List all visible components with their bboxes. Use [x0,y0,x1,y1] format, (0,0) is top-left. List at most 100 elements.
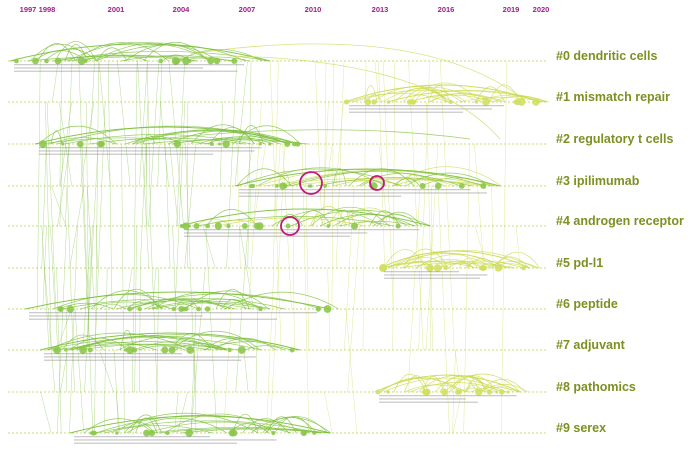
cluster-node-2-10 [39,140,47,148]
cluster-arc-0-9 [74,42,169,62]
cluster-node-labels-9-2 [74,442,238,444]
cluster-arc-0-19 [143,41,209,62]
cross-link-135 [335,101,344,187]
cluster-node-7-12 [289,347,295,353]
cluster-arc-0-3 [37,43,76,62]
cluster-node-1-9 [406,99,413,105]
cross-link-77 [89,60,95,145]
cross-link-0 [139,101,149,269]
cluster-node-8-11 [475,388,483,396]
cluster-label-9[interactable]: #9 serex [556,421,607,435]
year-label-2004: 2004 [172,5,190,14]
cross-link-22 [94,60,99,434]
cluster-arc-6-6 [52,294,199,310]
cross-link-111 [331,60,334,310]
cluster-label-2[interactable]: #2 regulatory t cells [556,132,674,146]
cluster-arc-3-9 [278,170,291,187]
cluster-arc-5-20 [415,259,482,269]
cluster-arc-8-20 [404,384,468,393]
cluster-label-4[interactable]: #4 androgen receptor [556,214,684,228]
cluster-arc-8-21 [383,377,507,393]
cluster-node-4-2 [193,222,200,230]
cross-link-107 [463,143,470,434]
cluster-arc-2-7 [209,127,255,145]
long-link-c [149,129,471,141]
cluster-node-2-8 [284,141,291,147]
cross-link-132 [454,349,461,393]
cross-link-103 [314,60,323,227]
cluster-node-9-9 [115,431,119,435]
cluster-arc-6-4 [126,298,285,310]
cross-link-140 [382,60,394,310]
cross-link-98 [305,143,310,351]
cluster-arc-7-2 [80,344,211,351]
cross-link-16 [134,225,137,393]
cluster-node-labels-4-1 [184,232,368,234]
cluster-node-7-2 [227,347,232,353]
cluster-node-6-9 [184,306,189,312]
cross-link-95 [322,101,329,227]
cluster-arc-2-18 [198,136,274,145]
cluster-arc-5-16 [380,261,478,269]
cluster-node-labels-3-1 [239,192,487,194]
cluster-node-8-6 [499,389,505,395]
cluster-node-1-13 [371,99,377,105]
cross-link-54 [103,267,108,434]
cluster-node-6-6 [204,306,211,312]
cluster-label-1[interactable]: #1 mismatch repair [556,90,670,104]
cluster-node-7-0 [126,346,134,354]
cluster-arc-9-20 [111,412,259,434]
cluster-label-6[interactable]: #6 peptide [556,297,618,311]
cluster-node-labels-5-2 [384,277,480,279]
cross-link-10 [117,60,131,187]
cluster-node-1-11 [343,99,350,105]
cluster-node-9-11 [230,429,238,437]
cluster-label-8[interactable]: #8 pathomics [556,380,636,394]
year-label-2013: 2013 [371,5,389,14]
cross-link-131 [474,143,485,269]
cross-link-63 [82,225,92,351]
cluster-node-5-5 [481,265,488,271]
cluster-node-7-5 [123,348,128,352]
cluster-arc-5-0 [404,256,447,269]
cluster-node-8-8 [386,390,390,394]
cluster-node-6-10 [171,306,176,312]
cluster-arc-1-15 [382,86,479,103]
cluster-node-6-12 [57,306,64,312]
cluster-node-3-7 [275,184,279,188]
cluster-arc-4-9 [276,214,304,227]
cluster-label-3[interactable]: #3 ipilimumab [556,174,640,188]
cluster-node-0-11 [173,57,181,65]
cluster-arc-3-10 [405,172,493,187]
cluster-label-5[interactable]: #5 pd-l1 [556,256,604,270]
cross-link-2 [169,143,179,227]
cluster-arc-0-18 [96,47,128,62]
cluster-node-4-12 [179,224,184,228]
cluster-node-4-4 [182,222,190,230]
cluster-arc-9-7 [146,421,292,434]
cluster-node-7-13 [87,347,93,353]
cluster-node-2-7 [295,141,301,147]
cluster-node-0-13 [187,59,192,63]
cross-link-72 [67,185,75,393]
cross-link-40 [156,267,160,434]
cluster-arc-3-8 [286,179,498,187]
cross-link-17 [86,143,99,351]
cross-link-39 [42,225,47,310]
cross-link-91 [80,101,95,187]
cluster-node-labels-2-1 [39,150,255,152]
cluster-arc-2-21 [142,134,156,145]
cluster-node-0-0 [213,57,221,65]
cluster-node-4-8 [256,222,264,230]
cluster-node-labels-2-0 [39,147,262,149]
cross-link-6 [56,225,67,434]
cluster-arc-6-11 [113,289,160,310]
cross-link-128 [500,60,508,434]
cluster-arc-2-19 [238,125,264,145]
cross-link-60 [59,143,64,227]
cluster-label-0[interactable]: #0 dendritic cells [556,49,658,63]
cluster-label-7[interactable]: #7 adjuvant [556,338,625,352]
cluster-node-labels-9-1 [74,439,277,441]
cluster-node-labels-9-0 [74,436,210,438]
